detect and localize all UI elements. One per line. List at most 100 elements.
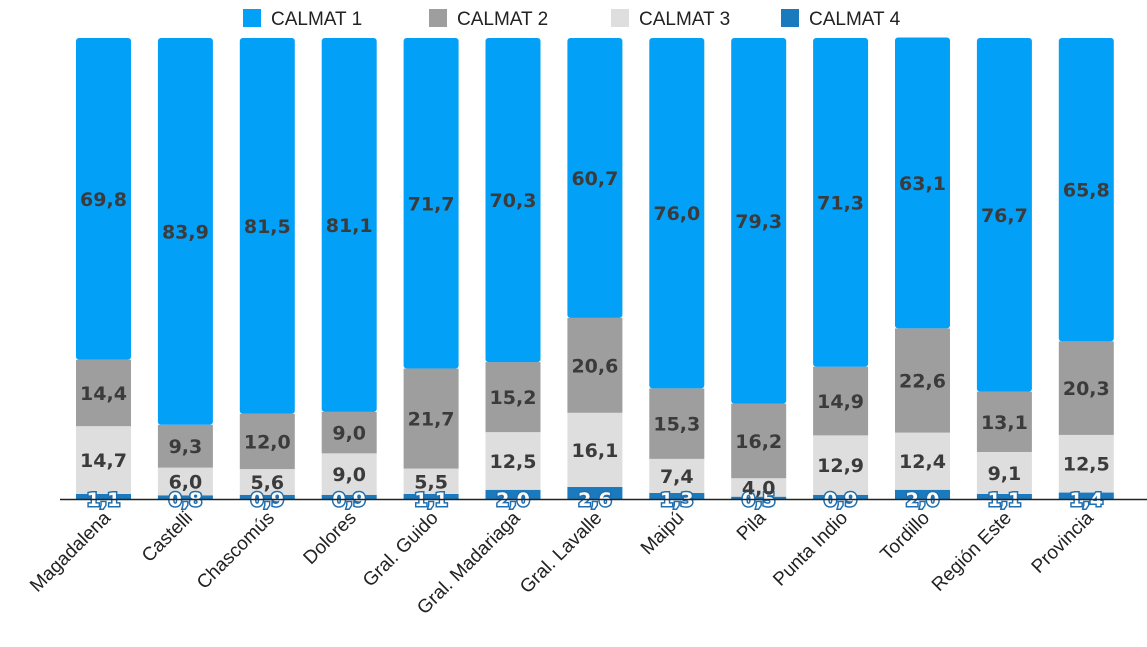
bar-segment-s3-c8	[649, 458, 705, 494]
value-label-s3-c10: 12,9	[817, 455, 864, 477]
value-label-s1-c9: 79,3	[735, 211, 782, 233]
bar-segment-s4-c1	[76, 493, 131, 499]
value-label-s3-c1: 14,7	[80, 450, 127, 472]
value-label-s3-c7: 16,1	[571, 440, 618, 462]
bar-segment-s2-c9	[731, 403, 787, 479]
legend-label-3: CALMAT 3	[639, 9, 730, 30]
bar-segment-s3-c5	[403, 468, 459, 494]
value-label-s2-c6: 15,2	[490, 387, 537, 409]
bar-segment-s2-c10	[813, 366, 869, 436]
value-label-s1-c7: 60,7	[571, 168, 618, 190]
value-label-s3-c6: 12,5	[490, 451, 537, 473]
bar-segment-s4-c8	[649, 493, 705, 499]
bar-segment-s2-c13	[1058, 341, 1114, 435]
bar-segment-s4-c10	[813, 494, 869, 499]
x-tick-label-13: Provincia	[1028, 507, 1098, 577]
value-label-s3-c3: 5,6	[250, 472, 284, 494]
value-label-s2-c2: 9,3	[169, 436, 203, 458]
bar-segment-s3-c10	[813, 435, 869, 495]
value-label-s2-c7: 20,6	[571, 355, 618, 377]
bar-segment-s1-c8	[649, 38, 705, 389]
bar-segment-s1-c5	[403, 38, 459, 369]
bar-segment-s1-c2	[157, 38, 213, 425]
value-label-s3-c12: 9,1	[988, 463, 1022, 485]
value-label-s2-c12: 13,1	[981, 412, 1028, 434]
bar-segment-s2-c12	[976, 391, 1032, 452]
bar-segment-s3-c4	[321, 453, 377, 495]
bar-segment-s4-c2	[157, 495, 213, 499]
x-tick-label-5: Gral. Guido	[359, 508, 443, 592]
legend-swatch-2	[429, 9, 447, 27]
value-label-s1-c11: 63,1	[899, 173, 946, 195]
bar-segment-s3-c2	[157, 467, 213, 496]
x-tick-label-4: Dolores	[300, 508, 361, 569]
value-label-s1-c5: 71,7	[408, 193, 455, 215]
value-label-s2-c9: 16,2	[735, 431, 782, 453]
x-tick-label-11: Tordillo	[877, 508, 934, 565]
value-label-s3-c8: 7,4	[660, 466, 694, 488]
bar-segment-s1-c13	[1058, 38, 1114, 342]
legend-label-2: CALMAT 2	[457, 9, 548, 30]
x-tick-label-7: Gral. Lavalle	[516, 508, 606, 598]
legend-label-4: CALMAT 4	[809, 9, 901, 30]
bar-segment-s1-c1	[76, 38, 131, 360]
x-tick-label-2: Castelli	[138, 508, 197, 567]
value-label-s2-c1: 14,4	[80, 383, 127, 405]
value-label-s3-c5: 5,5	[414, 471, 448, 493]
value-label-s3-c2: 6,0	[169, 471, 203, 493]
bar-segment-s1-c6	[485, 38, 541, 363]
legend-swatch-4	[781, 9, 799, 27]
value-label-s2-c3: 12,0	[244, 431, 291, 453]
x-tick-label-12: Región Este	[928, 508, 1016, 596]
bar-segment-s3-c6	[485, 432, 541, 490]
x-tick-label-10: Punta Indio	[769, 508, 852, 591]
bar-segment-s1-c4	[321, 38, 377, 412]
legend-label-1: CALMAT 1	[271, 9, 362, 30]
bar-segment-s3-c12	[976, 451, 1032, 494]
value-label-s1-c10: 71,3	[817, 192, 864, 214]
legend: CALMAT 1 CALMAT 2 CALMAT 3 CALMAT 4	[243, 9, 901, 30]
value-label-s1-c4: 81,1	[326, 215, 373, 237]
bar-segment-s1-c3	[239, 38, 295, 414]
bar-segment-s2-c6	[485, 362, 541, 433]
value-label-s1-c8: 76,0	[653, 203, 700, 225]
bar-segment-s2-c11	[895, 328, 950, 433]
x-tick-label-9: Pila	[733, 507, 771, 545]
value-label-s1-c13: 65,8	[1063, 180, 1110, 202]
bar-segment-s4-c6	[485, 489, 541, 499]
x-tick-label-8: Maipú	[637, 508, 688, 559]
bar-segment-s2-c8	[649, 388, 705, 459]
bar-segment-s2-c3	[239, 413, 295, 470]
bar-segment-s3-c13	[1058, 434, 1114, 493]
bar-segment-s4-c5	[403, 493, 459, 499]
value-label-s2-c10: 14,9	[817, 391, 864, 413]
x-tick-label-3: Chascomús	[193, 508, 279, 594]
value-label-s1-c1: 69,8	[80, 189, 127, 211]
bar-segment-s1-c11	[895, 37, 950, 329]
value-label-s3-c4: 9,0	[332, 464, 366, 486]
value-labels: 1,114,714,469,80,86,09,383,90,95,612,081…	[80, 168, 1110, 513]
bar-segment-s1-c12	[976, 38, 1032, 392]
bar-segment-s3-c3	[239, 469, 295, 495]
bar-segment-s1-c9	[731, 38, 787, 404]
bar-segment-s3-c9	[731, 478, 787, 497]
value-label-s3-c13: 12,5	[1063, 454, 1110, 476]
value-label-s2-c4: 9,0	[332, 423, 366, 445]
bars	[76, 37, 1114, 499]
bar-segment-s4-c9	[731, 496, 787, 499]
bar-segment-s2-c4	[321, 411, 377, 454]
value-label-s1-c2: 83,9	[162, 221, 209, 243]
value-label-s2-c5: 21,7	[408, 409, 455, 431]
value-label-s2-c11: 22,6	[899, 371, 946, 393]
bar-segment-s3-c7	[567, 412, 623, 488]
bar-segment-s1-c7	[567, 38, 623, 318]
bar-segment-s1-c10	[813, 38, 869, 367]
value-label-s1-c3: 81,5	[244, 216, 291, 238]
value-label-s2-c8: 15,3	[653, 414, 700, 436]
bar-segment-s4-c4	[321, 494, 377, 499]
legend-swatch-3	[611, 9, 629, 27]
bar-segment-s2-c2	[157, 424, 213, 468]
bar-segment-s4-c3	[239, 494, 295, 499]
bar-segment-s3-c11	[895, 432, 950, 490]
